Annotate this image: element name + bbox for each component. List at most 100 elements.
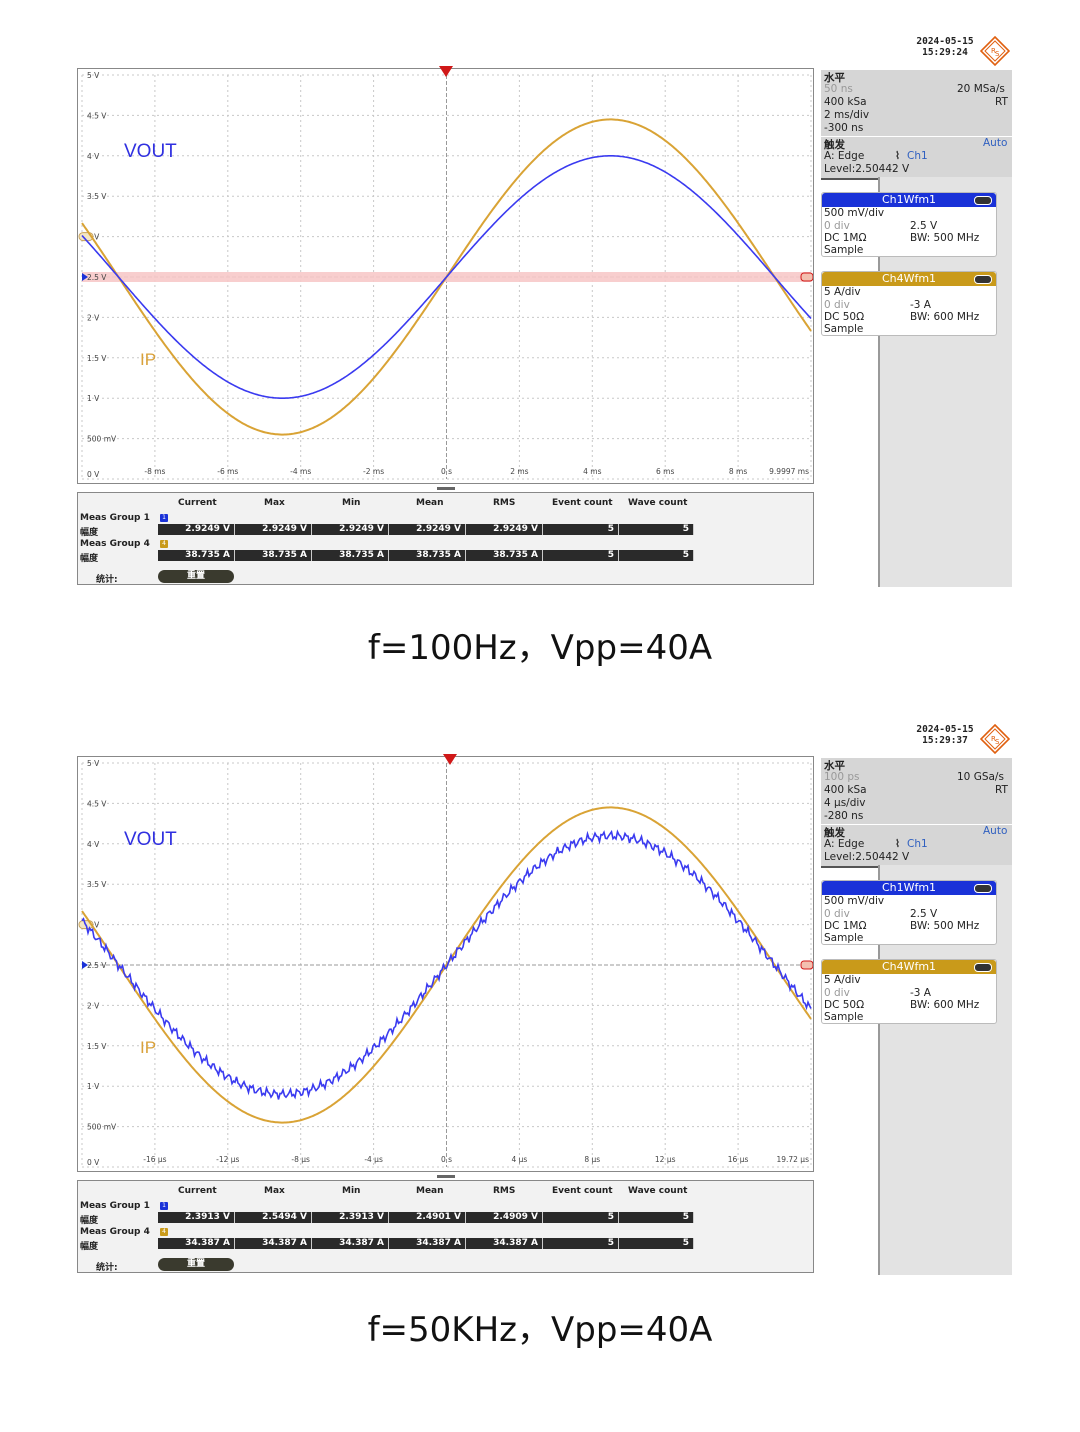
x-tick-label: -16 µs — [143, 1155, 166, 1164]
row-label: 幅度 — [80, 1242, 99, 1252]
ch4-setup-box[interactable]: Ch4Wfm1 5 A/div 0 div -3 A DC 50Ω BW: 60… — [821, 271, 997, 336]
col-mean: Mean — [416, 1186, 444, 1196]
col-rms: RMS — [493, 1186, 516, 1196]
meas-cell: 5 — [543, 1212, 619, 1223]
sample-rate-value: 20 MSa/s — [957, 83, 1005, 95]
waveform-svg: 5 V 4.5 V 4 V 3.5 V 3 V 2.5 V 2 V 1.5 V 1 V 500 m… — [78, 71, 813, 480]
ch4-indicator-icon: 4 — [160, 540, 168, 548]
ch1-coupling: DC 1MΩ — [824, 232, 867, 244]
row-label: 幅度 — [80, 528, 99, 538]
y-tick-label: 4.5 V — [87, 111, 107, 120]
meas-cell: 34.387 A — [158, 1238, 235, 1249]
waveform-display[interactable]: 5 V 4.5 V 4 V 3.5 V 3 V 2.5 V 2 V 1.5 V 1 V 500 m… — [77, 68, 814, 484]
meas-cell: 2.4901 V — [389, 1212, 466, 1223]
col-min: Min — [342, 498, 361, 508]
trigger-position-marker-icon[interactable] — [443, 754, 457, 765]
ch4-ip-trace — [81, 806, 812, 1124]
splitter-handle[interactable] — [437, 487, 455, 490]
waveform-svg: 5 V 4.5 V 4 V 3.5 V 3 V 2.5 V 2 V 1.5 V 1 V 500 m… — [78, 759, 813, 1168]
row-label: 幅度 — [80, 1216, 99, 1226]
scope-capture-1: 2024-05-15 15:29:24 R S 5 V 4.5 V 4 V 3.5 V… — [0, 36, 1080, 636]
ch1-marker-icon — [82, 273, 88, 281]
ch4-toggle-icon[interactable] — [974, 963, 992, 972]
time-scale-value: 2 ms/div — [824, 109, 870, 121]
meas-cell: 38.735 A — [312, 550, 389, 561]
time-text: 15:29:24 — [922, 47, 968, 58]
y-tick-label: 1.5 V — [87, 354, 107, 363]
y-tick-label: 2.5 V — [87, 273, 107, 282]
ch4-bandwidth: BW: 600 MHz — [910, 999, 980, 1011]
sample-rate-value: 10 GSa/s — [957, 771, 1004, 783]
meas-cell: 2.9249 V — [312, 524, 389, 535]
reset-statistics-button[interactable]: 重置 — [158, 570, 234, 583]
ch1-marker-icon — [82, 961, 88, 969]
x-tick-label: -4 µs — [364, 1155, 383, 1164]
reset-statistics-button[interactable]: 重置 — [158, 1258, 234, 1271]
ch1-offset: 0 div — [824, 220, 850, 232]
acq-mode-value: RT — [995, 784, 1008, 796]
ch4-position: -3 A — [910, 299, 931, 311]
date-text: 2024-05-15 — [916, 724, 974, 735]
ch4-offset: 0 div — [824, 299, 850, 311]
trigger-position-marker-icon[interactable] — [439, 66, 453, 77]
time-scale-value: 4 µs/div — [824, 797, 866, 809]
col-event-count: Event count — [552, 498, 613, 508]
col-current: Current — [178, 498, 217, 508]
meas-cell: 38.735 A — [389, 550, 466, 561]
splitter-handle[interactable] — [437, 1175, 455, 1178]
y-tick-label: 5 V — [87, 71, 100, 80]
x-tick-label: 4 µs — [511, 1155, 527, 1164]
x-tick-label: -2 ms — [363, 467, 384, 476]
ch4-setup-box[interactable]: Ch4Wfm1 5 A/div 0 div -3 A DC 50Ω BW: 60… — [821, 959, 997, 1024]
col-min: Min — [342, 1186, 361, 1196]
meas-group-1-label[interactable]: Meas Group 1 — [80, 1201, 150, 1211]
ch4-title: Ch4Wfm1 — [822, 272, 996, 286]
y-tick-label: 2 V — [87, 313, 100, 322]
x-tick-label: -8 µs — [291, 1155, 310, 1164]
ch1-setup-box[interactable]: Ch1Wfm1 500 mV/div 0 div 2.5 V DC 1MΩ BW… — [821, 192, 997, 257]
y-tick-label: 3.5 V — [87, 192, 107, 201]
y-tick-label: 3.5 V — [87, 880, 107, 889]
col-wave-count: Wave count — [628, 498, 688, 508]
meas-row-group-4: 38.735 A 38.735 A 38.735 A 38.735 A 38.7… — [158, 550, 694, 561]
ch1-coupling: DC 1MΩ — [824, 920, 867, 932]
ch4-indicator-icon: 4 — [160, 1228, 168, 1236]
meas-group-4-label[interactable]: Meas Group 4 — [80, 539, 150, 549]
ch4-toggle-icon[interactable] — [974, 275, 992, 284]
meas-cell: 2.9249 V — [158, 524, 235, 535]
meas-cell: 5 — [619, 1212, 694, 1223]
sidebar-divider — [878, 177, 880, 587]
meas-row-group-1: 2.9249 V 2.9249 V 2.9249 V 2.9249 V 2.92… — [158, 524, 694, 535]
svg-text:S: S — [995, 50, 1000, 58]
meas-cell: 2.3913 V — [312, 1212, 389, 1223]
meas-cell: 5 — [619, 550, 694, 561]
ch1-vout-trace — [81, 155, 812, 400]
horizontal-trigger-panel[interactable]: 水平 50 ns 20 MSa/s 400 kSa RT 2 ms/div -3… — [821, 70, 1012, 180]
meas-cell: 5 — [543, 1238, 619, 1249]
meas-cell: 38.735 A — [466, 550, 543, 561]
ch1-acq-mode: Sample — [824, 932, 864, 944]
rs-logo-icon: R S — [980, 36, 1010, 66]
ch1-setup-box[interactable]: Ch1Wfm1 500 mV/div 0 div 2.5 V DC 1MΩ BW… — [821, 880, 997, 945]
trigger-level-marker-icon — [800, 960, 813, 970]
resolution-value: 50 ns — [824, 83, 853, 95]
waveform-display[interactable]: 5 V 4.5 V 4 V 3.5 V 3 V 2.5 V 2 V 1.5 V 1 V 500 m… — [77, 756, 814, 1172]
edge-slope-icon: ⌇ — [895, 838, 901, 850]
horizontal-trigger-panel[interactable]: 水平 100 ps 10 GSa/s 400 kSa RT 4 µs/div -… — [821, 758, 1012, 868]
ch1-toggle-icon[interactable] — [974, 884, 992, 893]
y-tick-label: 1 V — [87, 1082, 100, 1091]
meas-cell: 38.735 A — [158, 550, 235, 561]
meas-group-1-label[interactable]: Meas Group 1 — [80, 513, 150, 523]
ch1-scale: 500 mV/div — [824, 895, 885, 907]
col-wave-count: Wave count — [628, 1186, 688, 1196]
statistics-label: 统计: — [96, 575, 118, 585]
col-max: Max — [264, 1186, 285, 1196]
ch1-acq-mode: Sample — [824, 244, 864, 256]
meas-group-4-label[interactable]: Meas Group 4 — [80, 1227, 150, 1237]
ch1-bandwidth: BW: 500 MHz — [910, 920, 980, 932]
ch1-toggle-icon[interactable] — [974, 196, 992, 205]
y-tick-label: 0 V — [87, 470, 100, 479]
meas-cell: 2.5494 V — [235, 1212, 312, 1223]
ch4-scale: 5 A/div — [824, 286, 861, 298]
ch1-scale: 500 mV/div — [824, 207, 885, 219]
